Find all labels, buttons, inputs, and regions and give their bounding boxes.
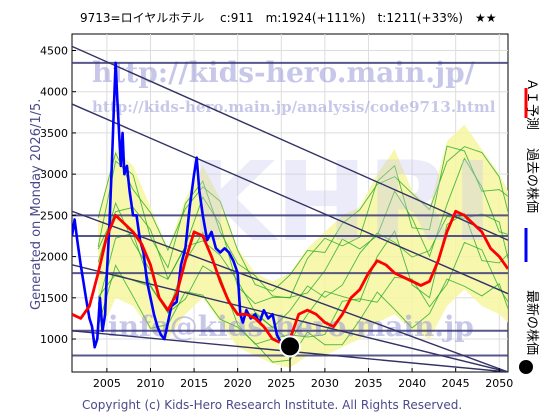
scenario-line <box>97 145 508 299</box>
y-tick-label: 2000 <box>40 251 68 264</box>
channel-line <box>72 103 508 295</box>
legend-latest-label: 最新の株価 <box>524 290 540 355</box>
generated-date: Generated on Monday 2026/1/5. <box>29 99 44 310</box>
band-fill <box>98 124 508 368</box>
latest-price-marker-group <box>279 335 301 372</box>
scenario-lines <box>97 145 508 363</box>
legend: ＡＩ予測 過去の株価 最新の株価 <box>519 78 540 374</box>
x-tick-label: 2020 <box>224 377 252 390</box>
past-price-line <box>72 61 291 349</box>
y-tick-label: 3500 <box>40 127 68 140</box>
legend-past-label: 過去の株価 <box>524 148 539 213</box>
scenario-line <box>97 157 508 305</box>
channel-line <box>72 264 508 372</box>
copyright: Copyright (c) Kids-Hero Research Institu… <box>82 398 462 412</box>
legend-ai-label: ＡＩ予測 <box>524 78 539 130</box>
y-tick-label: 1500 <box>40 292 68 305</box>
x-tick-label: 2030 <box>311 377 339 390</box>
x-tick-label: 2025 <box>267 377 295 390</box>
channel-lines <box>72 45 508 372</box>
x-tick-label: 2050 <box>485 377 513 390</box>
x-tick-label: 2010 <box>136 377 164 390</box>
x-tick-label: 2045 <box>442 377 470 390</box>
legend-latest-swatch <box>519 360 533 374</box>
chart-title: 9713=ロイヤルホテル c:911 m:1924(+111%) t:1211(… <box>80 11 496 25</box>
y-tick-label: 4500 <box>40 44 68 57</box>
x-axis: 2005 2010 2015 2020 2025 2030 2035 2040 2045 2050 <box>93 368 513 390</box>
latest-price-marker <box>279 335 301 358</box>
watermark-big: KHRI <box>190 138 493 266</box>
x-tick-label: 2035 <box>354 377 382 390</box>
watermark-url: http://kids-hero.main.jp/ <box>92 56 476 89</box>
x-tick-label: 2015 <box>180 377 208 390</box>
channel-line <box>72 45 508 241</box>
channel-line <box>72 210 508 372</box>
y-tick-label: 3000 <box>40 168 68 181</box>
watermark-analysis: http://kids-hero.main.jp/analysis/code97… <box>92 98 496 116</box>
scenario-line <box>97 146 508 292</box>
y-tick-label: 1000 <box>40 333 68 346</box>
scenario-line <box>97 212 508 342</box>
prediction-band <box>98 124 508 368</box>
y-tick-label: 4000 <box>40 86 68 99</box>
x-tick-label: 2005 <box>93 377 121 390</box>
y-tick-label: 2500 <box>40 209 68 222</box>
x-tick-label: 2040 <box>398 377 426 390</box>
y-axis: 1000 1500 2000 2500 3000 3500 4000 4500 <box>40 44 76 346</box>
